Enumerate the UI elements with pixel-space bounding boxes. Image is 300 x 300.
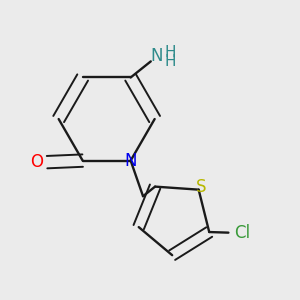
Text: O: O	[30, 153, 43, 171]
Text: N: N	[150, 47, 163, 65]
Text: H: H	[164, 55, 176, 70]
Text: H: H	[164, 45, 176, 60]
Text: S: S	[196, 178, 206, 196]
Text: N: N	[124, 152, 137, 169]
Text: Cl: Cl	[234, 224, 250, 242]
